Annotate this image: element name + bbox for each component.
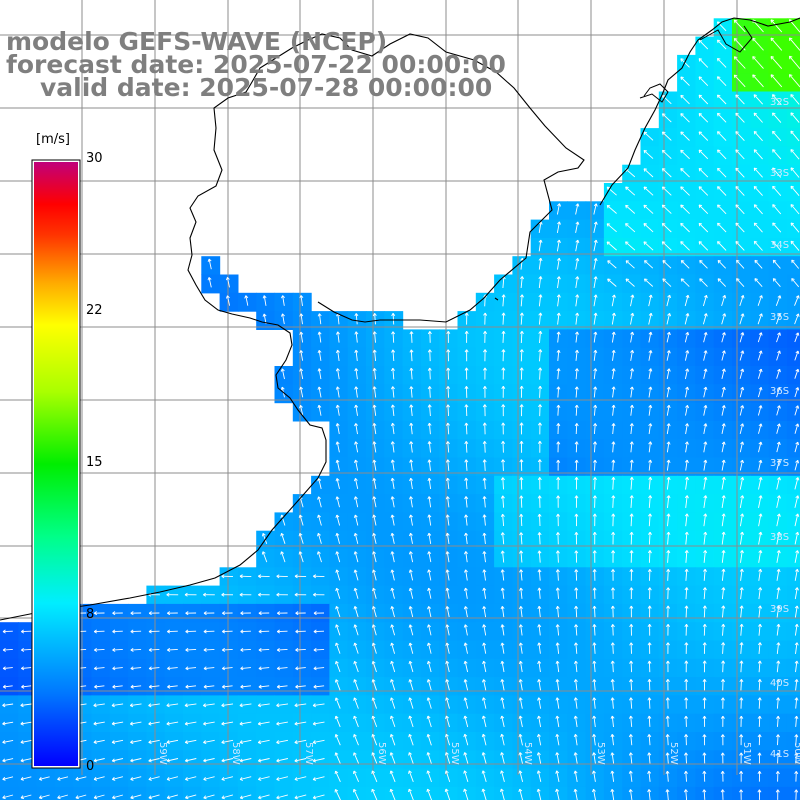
wind-cell [786,54,800,74]
valid-date: valid date: 2025-07-28 00:00:00 [40,73,493,102]
wind-cell [786,146,800,166]
wind-cell [786,475,800,495]
latitude-label: 37S [770,458,789,469]
wind-cell [402,786,422,800]
latitude-label: 32S [770,97,789,108]
wind-cell [329,786,349,800]
wind-speed-cells [0,18,800,800]
wind-cell [786,420,800,440]
colorbar-units: [m/s] [34,132,72,147]
wind-cell [786,237,800,257]
colorbar-tick-0: 0 [86,759,95,774]
wind-cell [786,622,800,642]
latitude-label: 41S [770,749,789,760]
wind-cell [786,786,800,800]
wind-cell [786,18,800,38]
colorbar-tick-30: 30 [86,151,103,166]
colorbar-tick-15: 15 [86,455,103,470]
wind-cell [786,768,800,788]
longitude-label: 56W [376,742,387,765]
longitude-label: 59W [157,742,168,765]
colorbar-tick-8: 8 [86,607,95,622]
latitude-label: 35S [770,312,789,323]
wind-cell [786,201,800,221]
longitude-label: 50W [792,742,800,765]
wind-cell [786,183,800,202]
wind-cell [786,128,800,147]
wind-cell [347,786,367,800]
wind-cell [786,347,800,367]
wind-cell [786,658,800,678]
wind-cell [786,402,800,422]
wind-cell [786,311,800,330]
wind-cell [786,713,800,733]
colorbar [34,162,78,766]
wind-cell [786,164,800,184]
longitude-label: 52W [668,742,679,765]
latitude-label: 39S [770,604,789,615]
wind-cell [786,109,800,129]
wind-cell [786,91,800,111]
wind-cell [786,292,800,312]
wind-cell [786,274,800,294]
wind-cell [786,366,800,385]
wind-cell [786,439,800,459]
wind-cell [786,640,800,660]
wind-cell [786,695,800,715]
longitude-label: 54W [522,742,533,765]
longitude-label: 58W [230,742,241,765]
wind-cell [786,36,800,56]
latitude-label: 36S [770,386,789,397]
wind-cell [786,256,800,276]
longitude-label: 51W [741,742,752,765]
wind-cell [786,73,800,93]
wind-cell [786,219,800,239]
wind-cell [786,329,800,349]
wind-cell [786,457,800,477]
longitude-label: 53W [595,742,606,765]
wind-cell [366,786,385,800]
latitude-label: 38S [770,532,789,543]
colorbar-tick-22: 22 [86,303,103,318]
latitude-label: 33S [770,168,789,179]
longitude-label: 57W [303,742,314,765]
latitude-label: 34S [770,240,789,251]
longitude-label: 55W [449,742,460,765]
latitude-label: 40S [770,678,789,689]
